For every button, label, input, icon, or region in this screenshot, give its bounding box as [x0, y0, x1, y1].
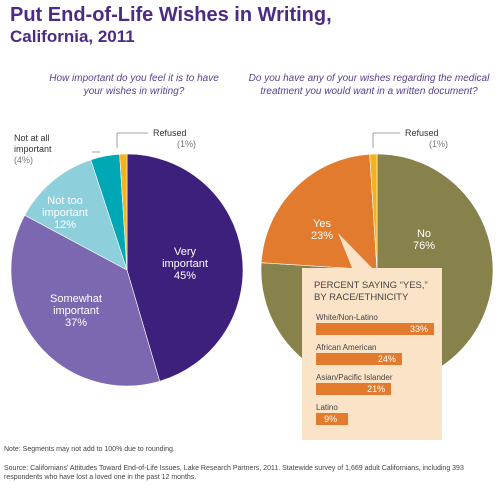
- footnote: Note: Segments may not add to 100% due t…: [4, 446, 175, 453]
- bar-row-asian: Asian/Pacific Islander 21%: [316, 372, 436, 395]
- slice-refused: [119, 153, 128, 271]
- race-ethnicity-inset: PERCENT SAYING “YES,” BY RACE/ETHNICITY …: [302, 268, 442, 440]
- bar-african-american: [316, 353, 402, 365]
- label-yes: Yes 23%: [310, 218, 334, 242]
- pie2-question: Do you have any of your wishes regarding…: [248, 73, 490, 97]
- bar-row-latino: Latino 9%: [316, 402, 436, 425]
- source-note: Source: Californians' Attitudes Toward E…: [4, 465, 464, 481]
- inset-title: PERCENT SAYING “YES,” BY RACE/ETHNICITY: [314, 280, 428, 303]
- bar-label: White/Non-Latino: [316, 313, 378, 322]
- slice-not-too-important: [24, 159, 128, 271]
- label-no: No 76%: [412, 228, 436, 252]
- leader-lines: [92, 132, 400, 153]
- label-refused-1: Refused (1%): [153, 128, 197, 149]
- chart-title: Put End-of-Life Wishes in Writing,: [10, 4, 332, 26]
- chart-subtitle: California, 2011: [10, 27, 135, 46]
- bar-row-white: White/Non-Latino 33%: [316, 312, 436, 335]
- bar-white: [316, 323, 434, 335]
- bar-label: African American: [316, 343, 377, 352]
- inset-pointer: [338, 233, 372, 268]
- bar-value-asian: 21%: [367, 384, 386, 394]
- label-refused-2: Refused (1%): [405, 128, 449, 149]
- slice-refused: [369, 153, 378, 271]
- label-not-too-important: Not too important 12%: [42, 195, 88, 231]
- bar-row-african-american: African American 24%: [316, 342, 436, 365]
- pie1-question: How important do you feel it is to have …: [49, 73, 219, 97]
- slice-somewhat-important: [10, 214, 161, 387]
- bar-label: Asian/Pacific Islander: [316, 373, 393, 382]
- label-not-at-all-important: Not at all important (4%): [14, 133, 52, 165]
- pie1: [10, 153, 244, 387]
- bar-latino: [316, 413, 349, 425]
- bar-value-african-american: 24%: [377, 354, 396, 364]
- bar-asian: [316, 383, 392, 395]
- bar-value-white: 33%: [410, 324, 429, 334]
- bar-value-latino: 9%: [324, 414, 338, 424]
- slice-yes: [260, 153, 378, 271]
- label-very-important: Very important 45%: [162, 246, 208, 282]
- label-somewhat-important: Somewhat important 37%: [50, 293, 102, 329]
- bar-label: Latino: [316, 403, 338, 412]
- slice-very-important: [126, 153, 244, 382]
